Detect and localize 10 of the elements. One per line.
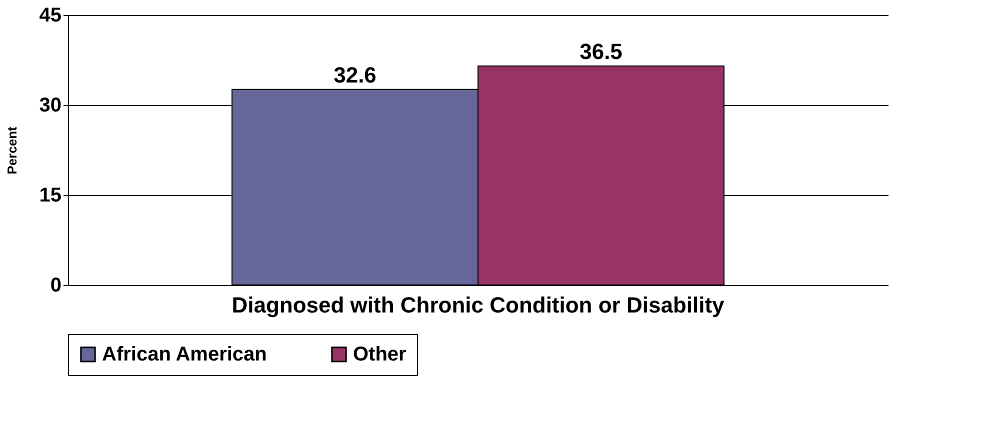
y-tick-label: 0	[50, 274, 62, 296]
x-tick-label: Diagnosed with Chronic Condition or Disability	[232, 292, 726, 318]
y-tick-label: 45	[39, 4, 62, 26]
y-tick-label: 30	[39, 94, 62, 116]
legend-label: Other	[353, 343, 407, 366]
data-label: 32.6	[334, 62, 376, 88]
y-axis-title: Percent	[4, 126, 20, 174]
y-tick-label: 15	[39, 184, 62, 206]
data-label: 36.5	[580, 39, 622, 64]
legend-label: African American	[102, 343, 267, 366]
